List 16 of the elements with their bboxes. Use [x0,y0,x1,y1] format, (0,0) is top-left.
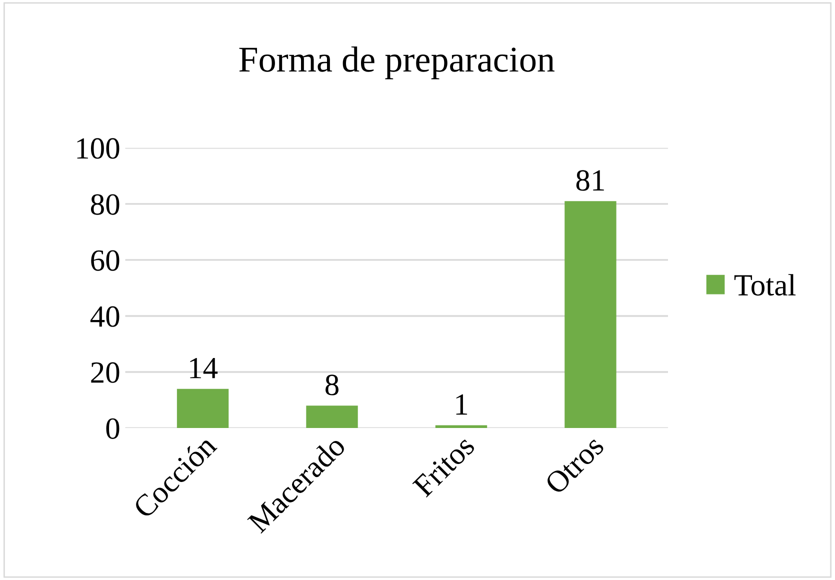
data-label: 81 [576,170,604,191]
y-tick-label: 100 [77,138,120,159]
y-tick-label: 80 [91,194,120,215]
bar [306,406,358,428]
data-label: 14 [190,358,218,378]
legend-label: Total [734,274,796,296]
bar [176,388,229,428]
data-label: 8 [326,374,338,396]
bar [435,425,488,428]
y-tick-label: 60 [91,250,120,271]
y-tick-label: 0 [106,418,120,439]
bar [564,201,616,428]
chart-title: Forma de preparacion [239,46,554,80]
y-tick-label: 40 [90,306,120,327]
y-tick-label: 20 [91,362,120,383]
data-label: 1 [456,394,468,415]
